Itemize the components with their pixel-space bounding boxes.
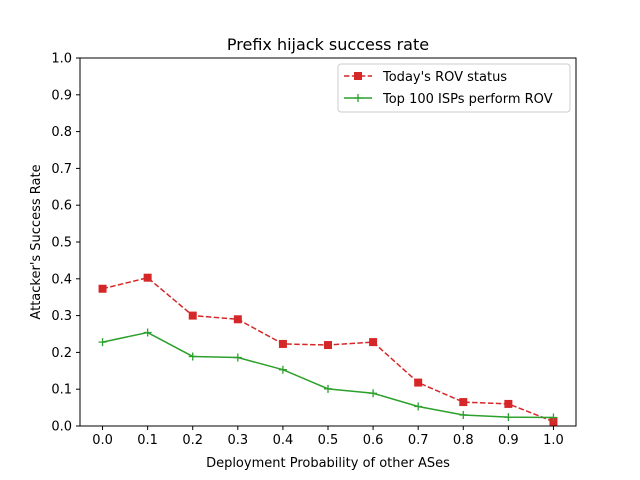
x-tick-label: 0.7 [408, 433, 429, 448]
y-tick-label: 0.0 [51, 420, 72, 435]
data-point-series-2 [143, 328, 152, 337]
data-point-series-1 [324, 341, 332, 350]
y-tick-label: 1.0 [51, 52, 72, 67]
x-tick-label: 0.0 [92, 433, 113, 448]
x-tick-label: 0.9 [498, 433, 519, 448]
y-tick-label: 0.7 [51, 162, 72, 177]
x-tick-label: 0.3 [227, 433, 248, 448]
x-tick-label: 0.1 [137, 433, 158, 448]
legend-marker-series-2 [354, 94, 362, 102]
data-point-series-2 [98, 338, 107, 347]
y-tick-label: 0.3 [51, 309, 72, 324]
data-point-series-1 [233, 315, 242, 324]
data-point-series-1 [459, 398, 468, 407]
y-tick-label: 0.9 [51, 88, 72, 103]
chart-title: Prefix hijack success rate [227, 35, 429, 54]
x-tick-label: 0.6 [363, 433, 384, 448]
y-tick-label: 0.5 [51, 236, 72, 251]
data-point-series-2 [278, 365, 287, 374]
legend-marker-series-1 [354, 72, 362, 80]
y-tick-label: 0.2 [51, 346, 72, 361]
data-point-series-1 [188, 311, 197, 320]
plot-area-frame [79, 57, 577, 427]
data-point-series-2 [459, 410, 468, 419]
y-tick-label: 0.4 [51, 272, 72, 287]
data-point-series-2 [233, 353, 242, 362]
data-point-series-2 [188, 352, 197, 361]
x-tick-label: 1.0 [543, 433, 564, 448]
y-tick-label: 0.1 [51, 383, 72, 398]
data-point-series-1 [369, 338, 378, 347]
data-point-series-1 [98, 284, 107, 293]
x-tick-label: 0.8 [453, 433, 474, 448]
x-tick-label: 0.2 [182, 433, 203, 448]
legend-box [337, 63, 571, 113]
data-point-series-1 [504, 399, 513, 408]
y-axis-label: Attacker's Success Rate [29, 164, 44, 319]
legend-label-series-2: Top 100 ISPs perform ROV [382, 92, 553, 107]
data-point-series-1 [278, 339, 287, 348]
data-point-series-2 [324, 384, 332, 393]
x-tick-label: 0.5 [318, 433, 339, 448]
data-point-series-1 [143, 273, 152, 282]
x-axis-label: Deployment Probability of other ASes [206, 456, 450, 471]
legend-label-series-1: Today's ROV status [382, 70, 507, 85]
x-tick-label: 0.4 [273, 433, 294, 448]
y-tick-label: 0.8 [51, 125, 72, 140]
data-point-series-1 [414, 378, 423, 387]
data-point-series-2 [549, 413, 558, 422]
data-point-series-2 [369, 389, 378, 398]
y-tick-label: 0.6 [51, 199, 72, 214]
series-line-1 [102, 276, 554, 423]
data-point-series-2 [414, 402, 423, 411]
data-point-series-1 [549, 417, 558, 426]
legend: Today's ROV status Top 100 ISPs perform … [337, 63, 571, 113]
data-point-series-2 [504, 413, 513, 422]
